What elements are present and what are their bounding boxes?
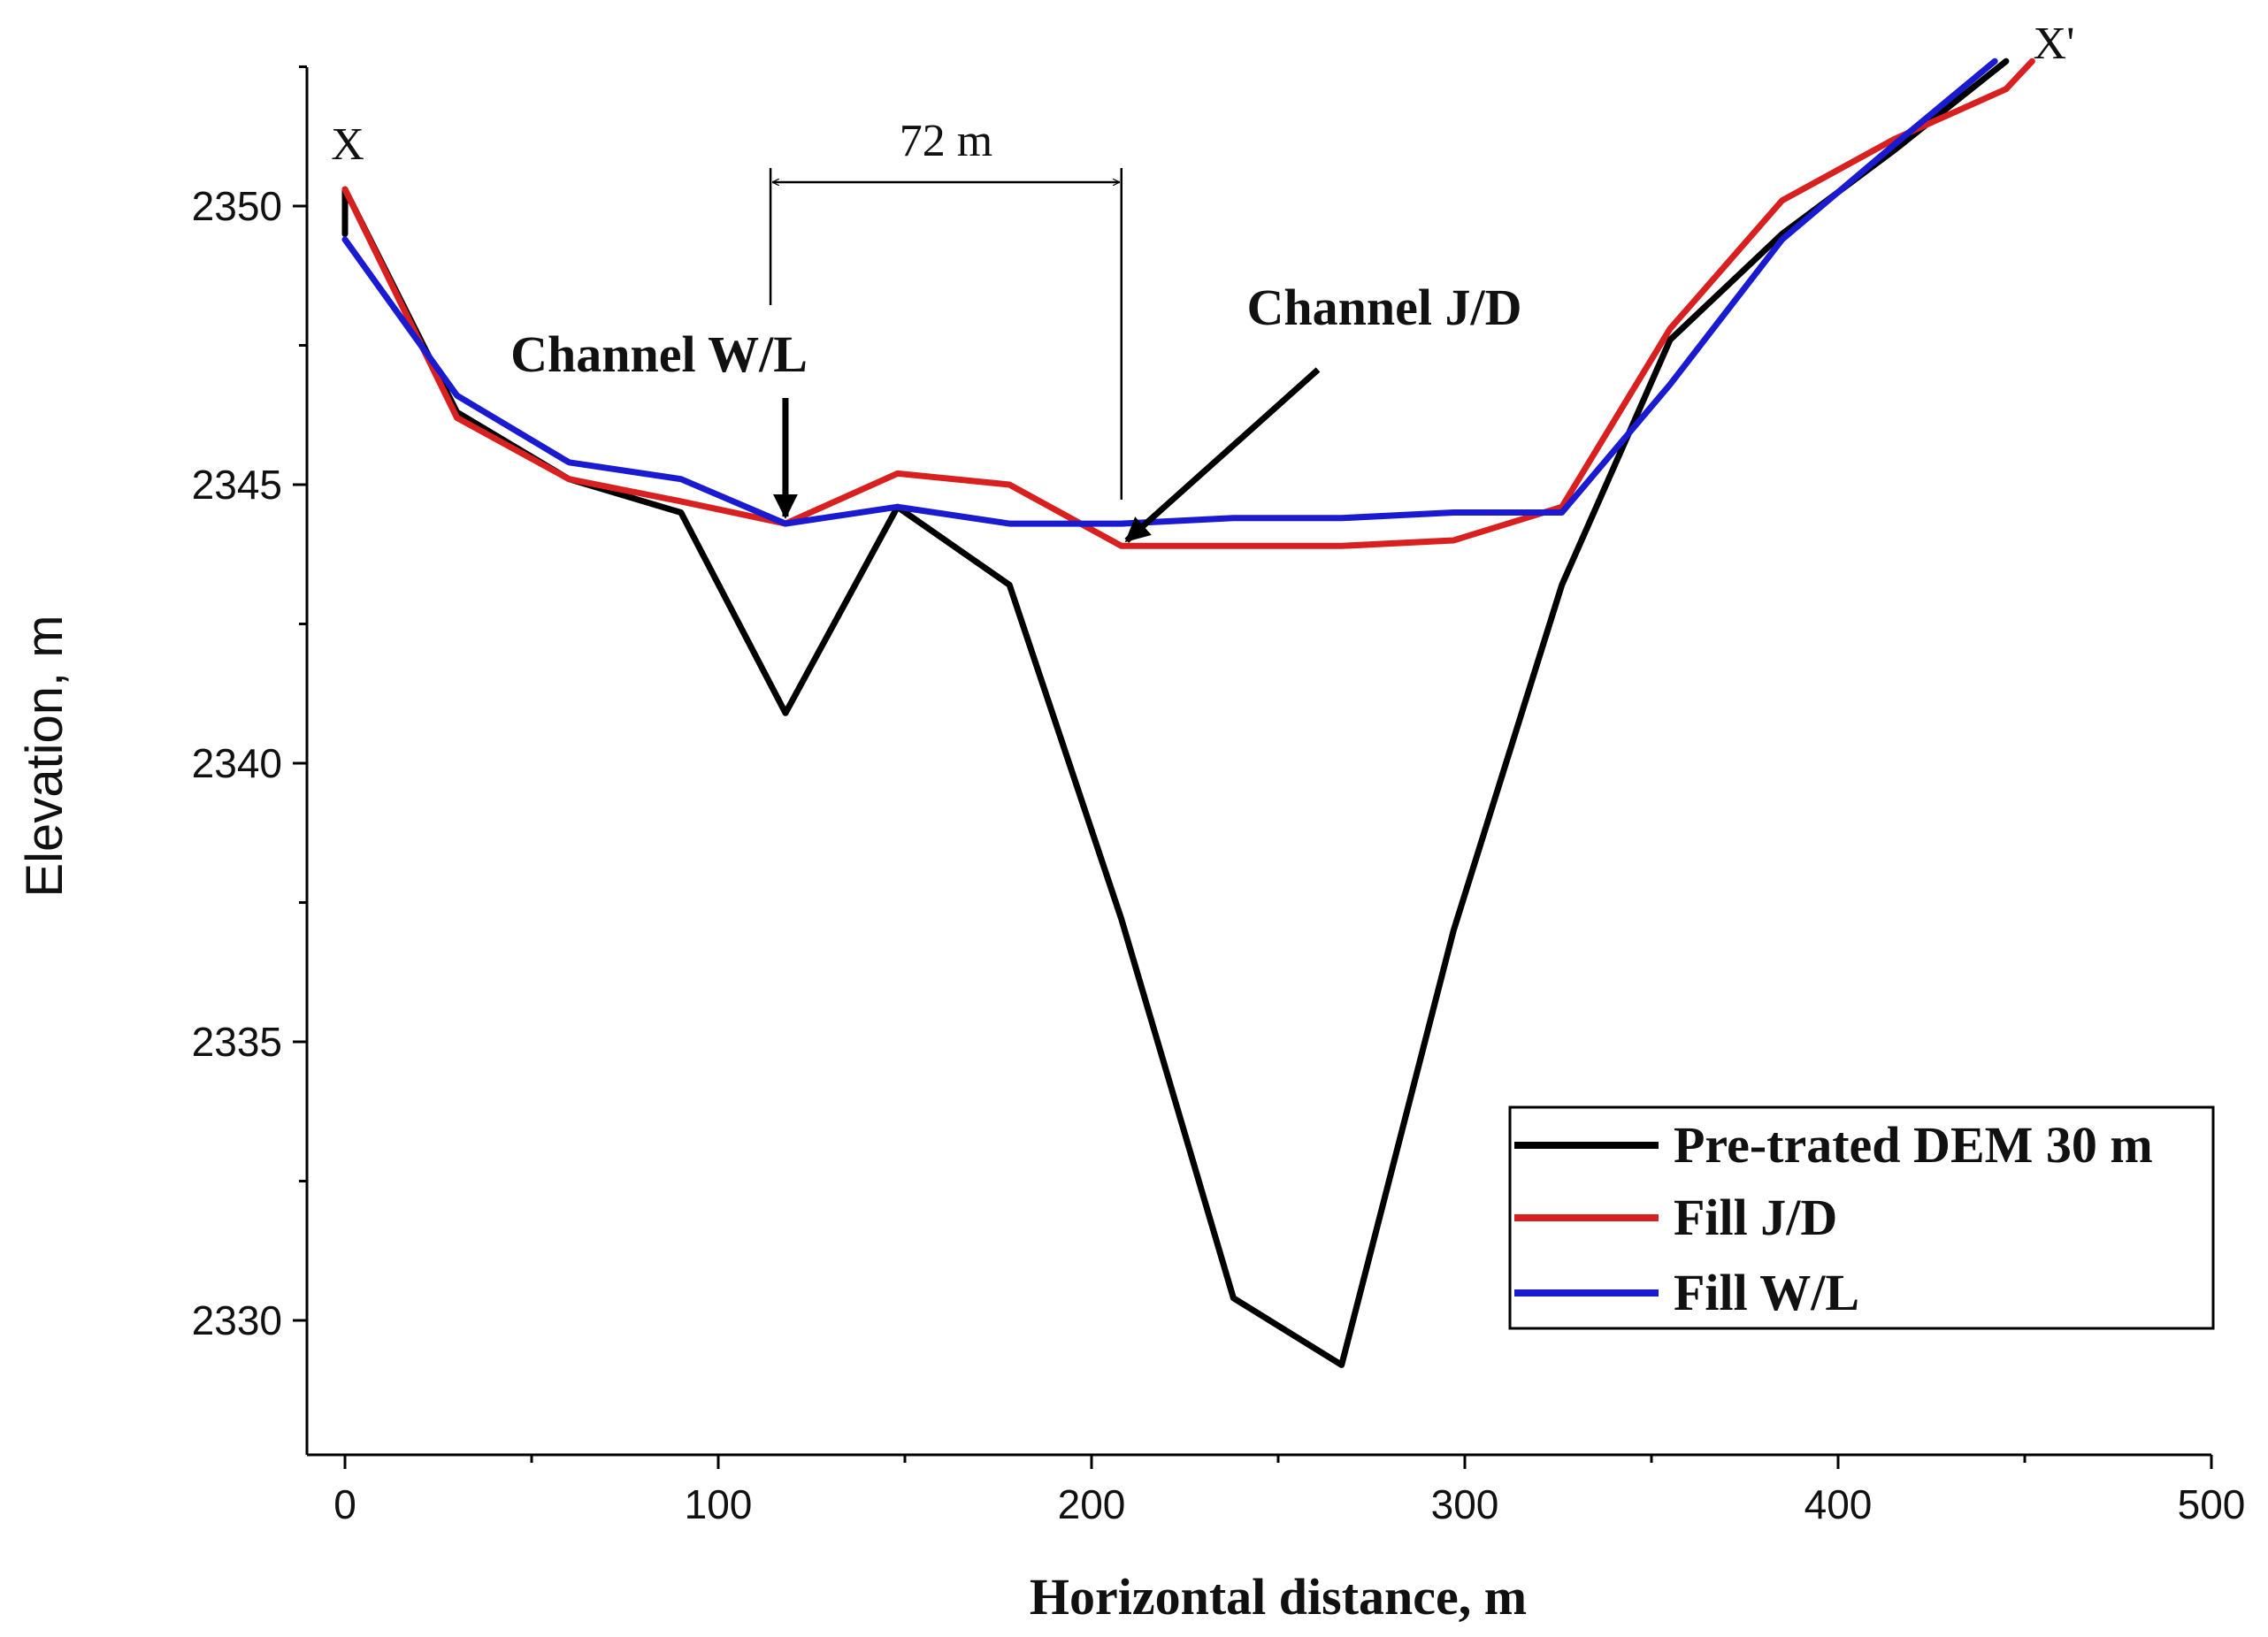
x-tick-label: 400 (1804, 1481, 1873, 1527)
series-fill-jd-line (341, 57, 2035, 549)
y-ticks: 2330 2335 2340 2345 2350 (192, 65, 307, 1343)
channel-jd-label: Channel J/D (1246, 279, 1521, 336)
y-tick-label: 2350 (192, 183, 282, 229)
y-tick-label: 2335 (192, 1019, 282, 1065)
x-tick-label: 200 (1058, 1481, 1126, 1527)
span-distance-label: 72 m (900, 116, 992, 166)
legend-label-fill-wl: Fill W/L (1674, 1264, 1859, 1321)
y-axis-title: Elevation, m (16, 615, 73, 897)
x-tick-label: 0 (333, 1481, 356, 1527)
y-tick-label: 2340 (192, 740, 282, 786)
channel-jd-arrow (1124, 367, 1321, 543)
x-ticks: 0 100 200 300 400 500 (333, 1455, 2245, 1527)
x-tick-label: 500 (2178, 1481, 2246, 1527)
legend: Pre-trated DEM 30 m Fill J/D Fill W/L (1508, 1105, 2215, 1330)
y-tick-label: 2345 (192, 462, 282, 508)
legend-label-pre-treated-dem: Pre-trated DEM 30 m (1674, 1116, 2153, 1174)
x-tick-label: 100 (685, 1481, 753, 1527)
channel-wl-label: Channel W/L (510, 325, 808, 383)
series-fill-wl-line (341, 57, 1998, 527)
start-marker-label: X (331, 119, 364, 170)
x-tick-label: 300 (1431, 1481, 1499, 1527)
end-marker-label: X' (2034, 19, 2075, 69)
series-layer (341, 57, 2035, 1368)
x-axis-title: Horizontal distance, m (1030, 1568, 1527, 1626)
legend-label-fill-jd: Fill J/D (1674, 1189, 1837, 1246)
y-tick-label: 2330 (192, 1297, 282, 1343)
